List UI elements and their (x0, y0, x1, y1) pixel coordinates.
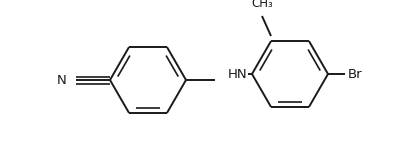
Text: Br: Br (348, 68, 363, 80)
Text: N: N (57, 74, 67, 87)
Text: HN: HN (228, 68, 248, 80)
Text: CH₃: CH₃ (251, 0, 273, 10)
